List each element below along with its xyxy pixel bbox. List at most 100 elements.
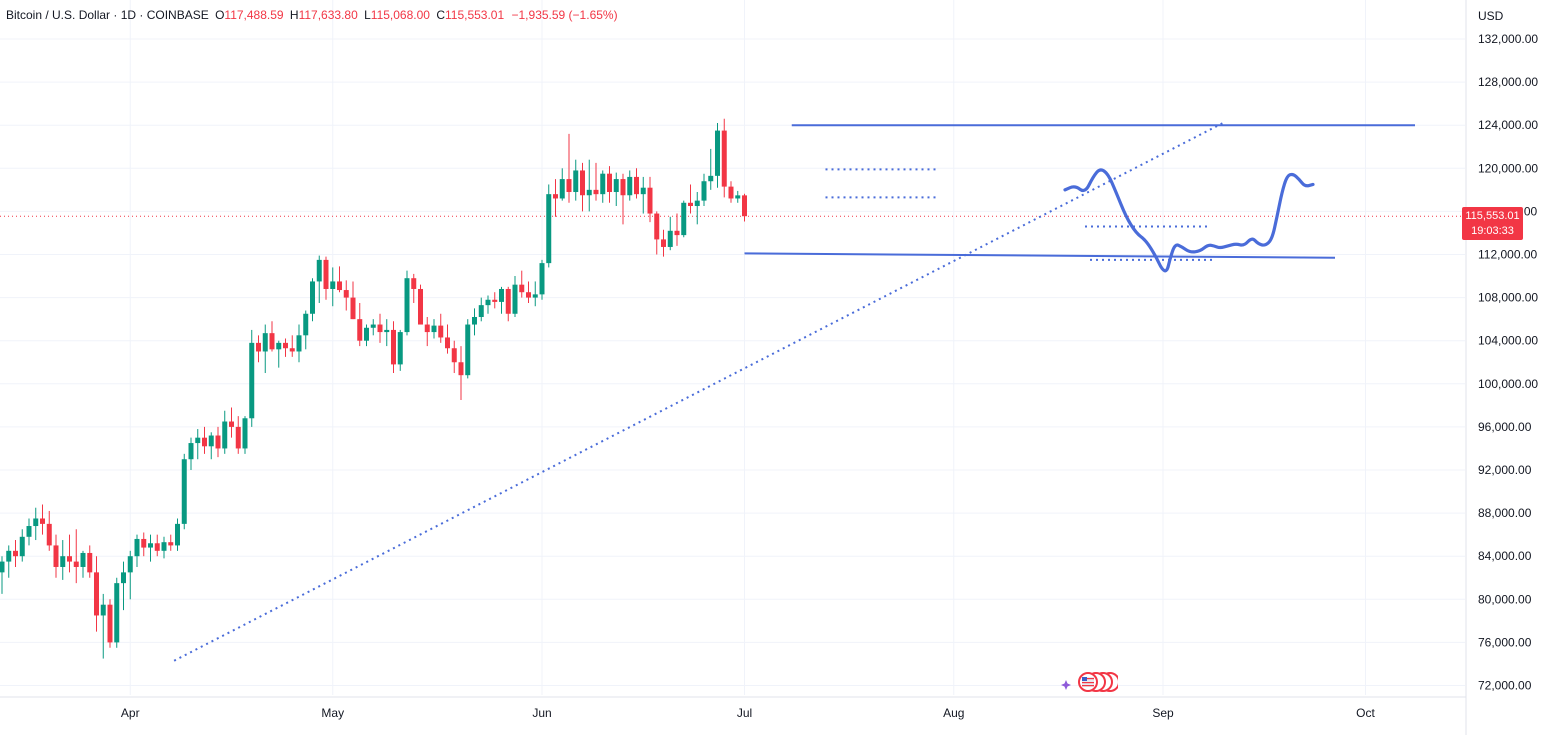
candle-body [249,342,255,419]
y-tick-label: 72,000.00 [1478,679,1532,693]
candle-body [438,325,444,338]
candle-body [357,319,363,341]
candle-body [701,181,707,201]
candle-body [310,281,315,314]
candle-body [526,292,531,298]
y-tick-label: 88,000.00 [1478,506,1532,520]
high-label: H [289,8,299,22]
candle-body [121,572,126,584]
candle-body [458,362,464,376]
candle-body [87,552,93,573]
candle-body [202,437,207,447]
candle-body [377,324,383,333]
candle-body [296,335,302,352]
symbol-legend: Bitcoin / U.S. Dollar · 1D · COINBASE O1… [6,8,618,22]
candle-body [586,189,592,196]
open-value: 117,488.59 [224,8,284,22]
candle-body [397,332,403,365]
candle-body [721,130,727,187]
y-tick-label: 84,000.00 [1478,549,1532,563]
high-value: 117,633.80 [298,8,358,22]
symbol-title[interactable]: Bitcoin / U.S. Dollar · 1D · COINBASE [6,8,209,22]
candle-body [175,523,180,546]
candle-body [580,170,585,196]
y-tick-label: 124,000.00 [1478,118,1538,132]
candle-body [715,130,720,176]
support-line [744,252,1336,259]
candle-body [620,179,626,196]
candle-body [478,305,484,317]
candle-body [492,299,498,302]
candle-body [181,459,187,524]
close-label: C [436,8,445,22]
candle-body [222,421,228,449]
candle-body [289,348,295,352]
candle-body [593,189,599,195]
x-tick-label: May [321,706,344,720]
candle-body [330,281,336,289]
candle-body [73,561,79,567]
candle-body [688,202,693,207]
y-tick-label: 92,000.00 [1478,463,1532,477]
candle-body [735,195,741,199]
candle-body [316,259,322,282]
candle-body [323,259,329,289]
candle-body [573,170,579,193]
candle-body [640,187,646,195]
candle-body [431,325,437,333]
currency-label[interactable]: USD [1478,9,1504,23]
candle-body [188,443,194,460]
candle-body [391,329,396,365]
candle-body [607,173,612,193]
candle-body [26,526,32,537]
candle-body [411,278,417,289]
candle-body [451,348,457,363]
candle-body [742,195,747,217]
y-tick-label: 132,000.00 [1478,32,1538,46]
y-tick-label: 96,000.00 [1478,420,1532,434]
candle-body [0,561,5,573]
candle-body [485,299,491,306]
candle-body [418,288,423,325]
last-price-value: 115,553.01 [1465,210,1520,222]
candle-body [134,538,140,557]
economic-events-icon[interactable] [1060,670,1118,694]
candle-body [472,316,477,325]
candle-body [647,187,653,214]
candle-body [539,263,545,295]
y-tick-label: 112,000.00 [1478,248,1537,262]
candle-body [505,288,511,314]
candle-body [114,583,120,643]
candle-body [404,278,410,333]
candle-body [60,556,66,567]
y-tick-label: 128,000.00 [1478,75,1538,89]
candle-body [235,426,241,449]
candle-body [559,179,565,199]
candle-body [546,194,552,264]
y-tick-label: 80,000.00 [1478,592,1532,606]
candle-body [694,200,700,207]
candle-body [161,542,167,551]
y-tick-label: 76,000.00 [1478,635,1532,649]
candle-body [654,213,660,240]
y-tick-label: 100,000.00 [1478,377,1538,391]
candle-body [661,239,666,247]
last-price-tag: 115,553.01 19:03:33 [1462,207,1523,240]
candle-body [350,297,356,320]
projection-path [1063,168,1315,273]
candle-body [148,543,153,548]
candle-body [256,342,261,352]
candle-body [681,202,687,236]
change-value: −1,935.59 (−1.65%) [511,8,618,22]
candle-body [168,542,174,546]
y-tick-label: 104,000.00 [1478,334,1538,348]
candle-body [600,173,606,195]
candle-body [445,337,450,349]
candle-body [53,545,59,567]
candle-body [40,518,45,524]
low-value: 115,068.00 [370,8,430,22]
open-label: O [215,8,225,22]
candle-body [269,333,275,350]
